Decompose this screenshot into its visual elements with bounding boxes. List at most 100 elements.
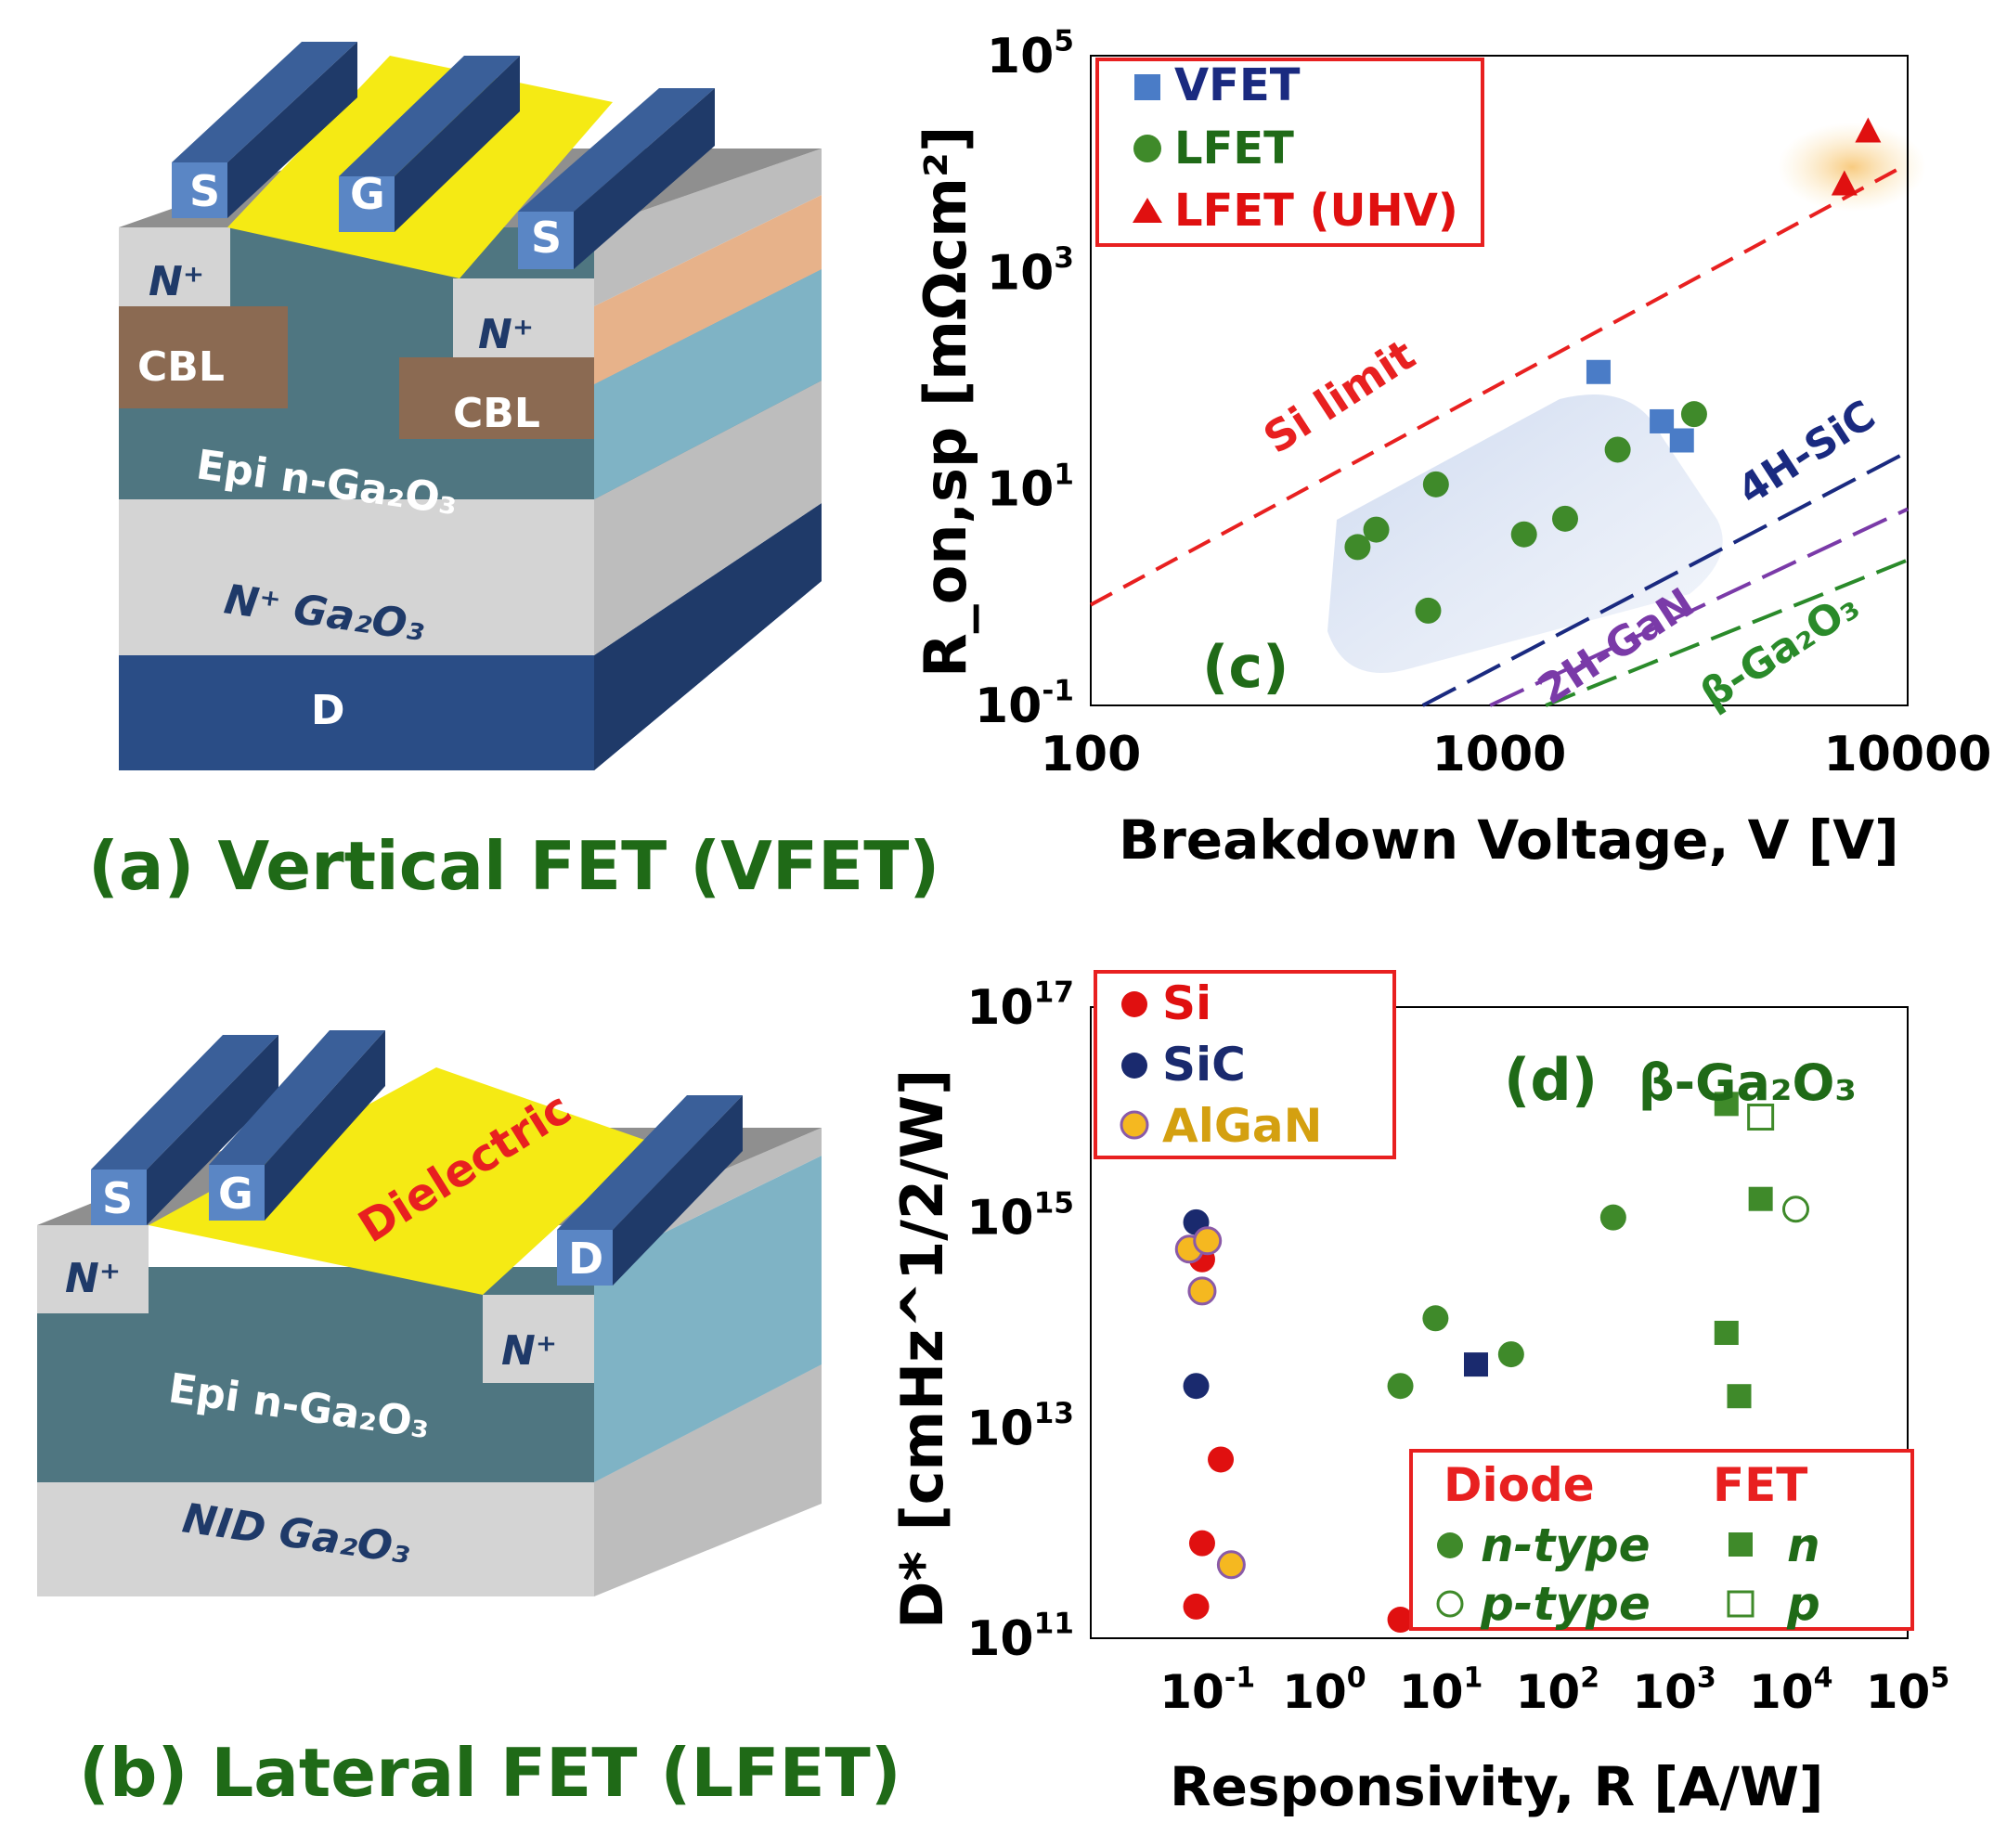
chart-d-point-gaodioden-3 [1599, 1204, 1626, 1231]
chart-c-point-lfetuhv-0 [1831, 170, 1858, 196]
limit-line-1 [1421, 449, 1909, 707]
chart-d-type-legend [1409, 1449, 1914, 1631]
lfet-nplus-left-label: N⁺ [65, 1255, 121, 1302]
chart-d-point-gaodioden-1 [1422, 1305, 1449, 1332]
chart-d-legend-algan-marker [1120, 1110, 1149, 1140]
chart-c-sic-label: 4H-SiC [1729, 392, 1884, 515]
chart-d-point-gaofetn-2 [1714, 1320, 1739, 1345]
panel-a-caption: (a) Vertical FET (VFET) [88, 827, 939, 905]
chart-d-point-sicfet-0 [1463, 1352, 1488, 1377]
chart-d-point-si-2 [1208, 1446, 1235, 1473]
chart-c-uhv-glow [1778, 123, 1926, 212]
chart-c-limit-lines [1090, 162, 1909, 707]
chart-c-point-vfet-2 [1669, 428, 1694, 453]
chart-d-legend-sic-marker [1121, 1053, 1147, 1079]
chart-c-point-lfet-5 [1552, 505, 1579, 532]
chart-c-point-lfet-7 [1680, 401, 1707, 428]
chart-c-plot-frame [1090, 55, 1909, 706]
chart-d-xtick-2: 101 [1399, 1662, 1483, 1720]
chart-c-point-lfet-2 [1422, 471, 1449, 498]
chart-c-legend-uhv: LFET (UHV) [1174, 185, 1458, 237]
chart-c-point-lfet-4 [1510, 521, 1537, 548]
chart-c-legend-vfet: VFET [1174, 59, 1301, 111]
lfet-drain-label: D [568, 1234, 603, 1284]
chart-c-ytick-2: 103 [987, 241, 1074, 301]
vfet-cbl-right-label: CBL [453, 390, 540, 437]
chart-d-ylabel: D* [cmHz^1/2/W] [888, 1069, 956, 1629]
chart-c-ytick-0: 10-1 [975, 675, 1074, 734]
chart-c-legend-lfet: LFET [1174, 123, 1294, 174]
chart-d-legend-diode-header: Diode [1444, 1458, 1595, 1512]
lfet-dielectric [149, 1067, 650, 1295]
chart-c-si-limit-label: Si limit [1255, 330, 1424, 463]
chart-d-legend-fet-p: p [1786, 1577, 1820, 1631]
limit-line-3 [1545, 558, 1909, 707]
chart-d-point-si-0 [1183, 1593, 1210, 1620]
chart-c-xtick-2: 10000 [1824, 727, 1992, 782]
chart-d-ytick-2: 1015 [966, 1186, 1074, 1246]
lfet-gate-label: G [218, 1169, 253, 1219]
chart-d-legend-ntype: n-type [1481, 1518, 1651, 1572]
limit-line-0 [1090, 162, 1909, 607]
panel-a-vfet: S G S N⁺ N⁺ CBL CBL Epi n-Ga₂O₃ N⁺ Ga₂O₃… [88, 42, 939, 905]
chart-c-point-lfetuhv-1 [1855, 117, 1882, 143]
vfet-source-label: S [189, 166, 220, 216]
chart-c: 100 1000 10000 10-1 101 103 105 (c) Si limit 4… [912, 25, 1991, 872]
vfet-nplus-left-label: N⁺ [149, 258, 204, 305]
chart-d-xtick-3: 102 [1516, 1662, 1599, 1720]
chart-d-point-gaodioden-0 [1387, 1373, 1414, 1400]
chart-d-ytick-0: 1011 [966, 1608, 1074, 1667]
chart-d-point-algan-3 [1216, 1550, 1246, 1580]
chart-c-data-points [1344, 117, 1882, 624]
chart-d-ytick-3: 1017 [966, 976, 1074, 1036]
chart-d-ticks: 10-1 100 101 102 103 104 105 1011 1013 1015 1017 [966, 976, 1949, 1719]
cbl-right-region [399, 357, 594, 439]
chart-d-material-label: β-Ga₂O₃ [1638, 1053, 1857, 1112]
chart-c-legend-vfet-marker [1134, 74, 1160, 100]
chart-d-point-algan-2 [1187, 1276, 1217, 1306]
chart-d-point-gaofetp-0 [1747, 1104, 1775, 1131]
chart-c-ytick-1: 101 [987, 458, 1074, 517]
chart-d-legend-si: Si [1162, 976, 1211, 1030]
chart-d-point-gaofetn-3 [1727, 1384, 1752, 1409]
chart-d-xtick-5: 104 [1749, 1662, 1832, 1720]
chart-d-xtick-1: 100 [1282, 1662, 1366, 1720]
lfet-source-label: S [102, 1173, 133, 1223]
chart-d-legend-ptype-marker [1436, 1590, 1464, 1618]
chart-c-point-lfet-0 [1344, 534, 1371, 561]
chart-d-plot-frame [1090, 1006, 1909, 1639]
chart-d-point-si-4 [1387, 1607, 1414, 1634]
chart-c-point-lfet-6 [1604, 436, 1631, 463]
chart-d-xtick-0: 10-1 [1159, 1662, 1255, 1720]
chart-c-point-lfet-1 [1363, 516, 1390, 543]
chart-c-xtick-1: 1000 [1432, 727, 1567, 782]
chart-c-point-vfet-0 [1586, 359, 1611, 384]
chart-d-legend-fet-p-marker [1727, 1590, 1755, 1618]
chart-d-legend-sic: SiC [1162, 1038, 1246, 1092]
panel-b-lfet: S G D Dielectric N⁺ N⁺ Epi n-Ga₂O₃ NID G… [37, 1030, 901, 1812]
chart-d-point-gaofetn-1 [1748, 1186, 1773, 1211]
vfet-cbl-left-label: CBL [137, 343, 225, 391]
chart-d-legend-algan: AlGaN [1162, 1099, 1322, 1153]
chart-c-legend [1095, 58, 1484, 247]
chart-c-ytick-3: 105 [987, 25, 1074, 84]
chart-c-legend-uhv-marker [1133, 198, 1162, 223]
chart-c-ylabel: R_on,sp [mΩcm²] [912, 126, 979, 678]
vfet-gate-label: G [350, 169, 385, 219]
lfet-nplus-right-region [483, 1295, 594, 1383]
chart-d-legend-si-marker [1121, 991, 1147, 1017]
chart-d-xtick-4: 103 [1632, 1662, 1716, 1720]
chart-d-point-gaodioden-2 [1497, 1341, 1524, 1368]
chart-c-legend-lfet-marker [1133, 135, 1161, 162]
vfet-nplus-right-label: N⁺ [478, 311, 534, 358]
chart-d-annotation: (d) [1504, 1046, 1598, 1114]
chart-c-ga2o3-label: β-Ga₂O₃ [1692, 582, 1867, 718]
chart-d-point-si-1 [1188, 1530, 1215, 1557]
vfet-drain-label: D [311, 687, 345, 734]
chart-c-xlabel: Breakdown Voltage, V [V] [1119, 808, 1899, 872]
chart-d-point-sic-1 [1183, 1373, 1210, 1400]
chart-d-legend-fet-header: FET [1713, 1458, 1807, 1512]
chart-d-data-points [1174, 1092, 1809, 1634]
vfet-source2-label: S [531, 213, 562, 263]
